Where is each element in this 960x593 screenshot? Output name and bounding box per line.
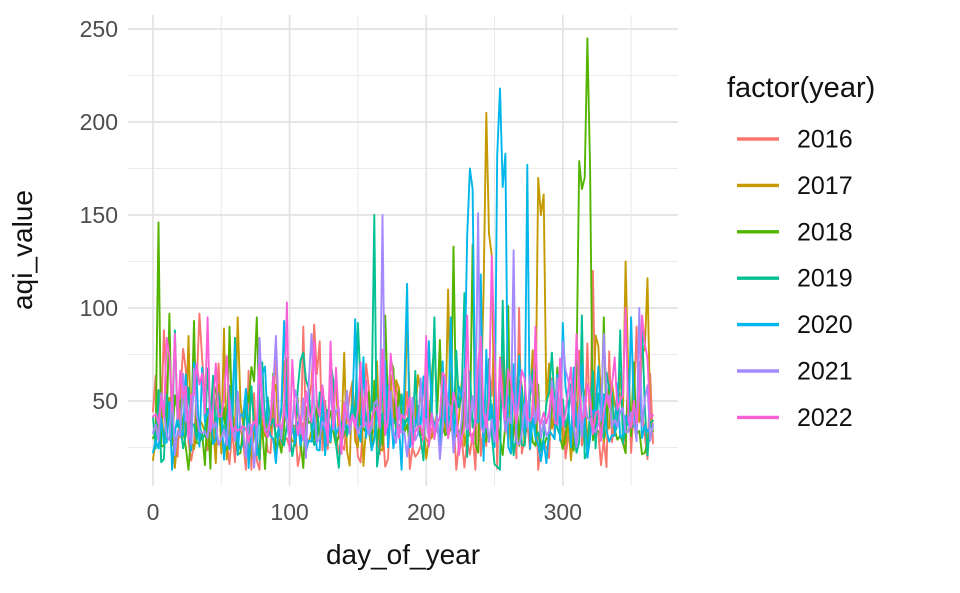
x-axis-tick-labels: 0 100 200 300 — [147, 499, 582, 525]
legend-items: 2016 2017 2018 2019 2020 2021 2022 — [737, 126, 853, 432]
legend-label-2018: 2018 — [797, 218, 853, 246]
y-tick-label: 200 — [80, 109, 118, 135]
legend-label-2021: 2021 — [797, 358, 853, 386]
x-tick-label: 0 — [147, 499, 160, 525]
legend-label-2020: 2020 — [797, 311, 853, 339]
x-tick-label: 100 — [270, 499, 308, 525]
legend: factor(year) 2016 2017 2018 2019 2020 2021 202… — [727, 72, 875, 432]
y-axis-tick-labels: 50 100 150 200 250 — [80, 16, 118, 414]
legend-label-2022: 2022 — [797, 404, 853, 432]
legend-label-2017: 2017 — [797, 172, 853, 200]
x-tick-label: 300 — [544, 499, 582, 525]
x-axis-title: day_of_year — [326, 539, 480, 570]
legend-label-2019: 2019 — [797, 265, 853, 293]
y-tick-label: 50 — [92, 388, 118, 414]
minor-gridlines — [128, 15, 678, 486]
y-axis-title: aqi_value — [7, 190, 38, 310]
data-series-lines — [152, 37, 654, 471]
legend-title: factor(year) — [727, 72, 875, 104]
y-tick-label: 250 — [80, 16, 118, 42]
line-2021 — [152, 212, 654, 469]
y-tick-label: 100 — [80, 295, 118, 321]
x-tick-label: 200 — [407, 499, 445, 525]
y-tick-label: 150 — [80, 202, 118, 228]
legend-label-2016: 2016 — [797, 126, 853, 154]
line-2022 — [152, 254, 654, 456]
